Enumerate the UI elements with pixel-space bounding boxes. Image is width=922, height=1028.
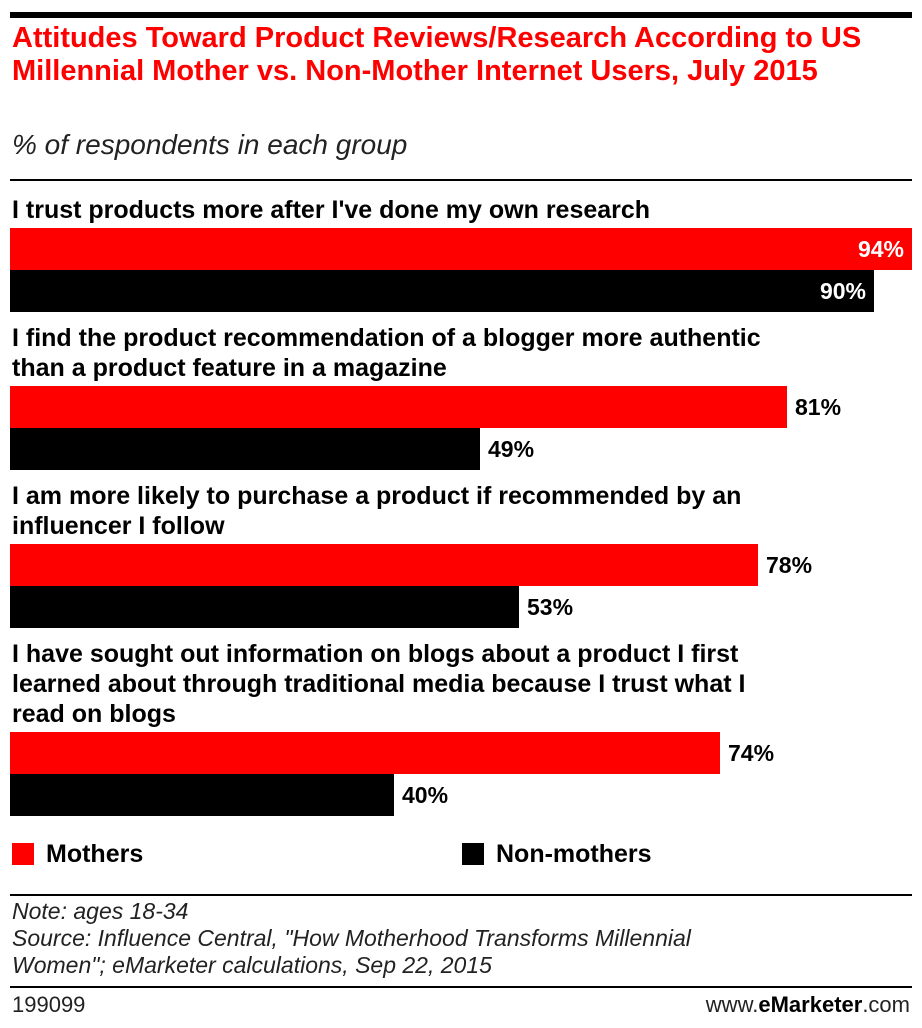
legend-item-non-mothers: Non-mothers xyxy=(462,840,652,868)
category-label: I have sought out information on blogs a… xyxy=(12,640,745,728)
note-text: Note: ages 18-34 xyxy=(12,898,189,924)
data-label: 74% xyxy=(728,740,774,766)
bar-non-mothers xyxy=(10,270,874,312)
chart-subtitle: % of respondents in each group xyxy=(12,129,408,160)
bar-non-mothers xyxy=(10,586,519,628)
bar-non-mothers xyxy=(10,774,394,816)
data-label: 81% xyxy=(795,394,841,420)
bar-chart: I trust products more after I've done my… xyxy=(10,196,912,816)
header-divider xyxy=(10,179,912,181)
source-text-line1: Source: Influence Central, "How Motherho… xyxy=(12,925,691,951)
brand-logo: www.eMarketer.com xyxy=(705,992,910,1017)
data-label: 90% xyxy=(820,278,866,304)
data-label: 40% xyxy=(402,782,448,808)
data-label: 49% xyxy=(488,436,534,462)
data-label: 53% xyxy=(527,594,573,620)
category-label: I trust products more after I've done my… xyxy=(12,196,650,224)
bar-mothers xyxy=(10,732,720,774)
category-group: I am more likely to purchase a product i… xyxy=(10,482,812,628)
bar-non-mothers xyxy=(10,428,480,470)
legend-divider xyxy=(10,894,912,896)
category-group: I trust products more after I've done my… xyxy=(10,196,912,312)
legend-swatch-mothers xyxy=(12,843,34,865)
data-label: 94% xyxy=(858,236,904,262)
chart-title: Attitudes Toward Product Reviews/Researc… xyxy=(12,22,862,87)
category-group: I find the product recommendation of a b… xyxy=(10,324,841,470)
source-text-line2: Women"; eMarketer calculations, Sep 22, … xyxy=(12,952,492,978)
footer-divider xyxy=(10,986,912,988)
category-label: I am more likely to purchase a product i… xyxy=(12,482,741,540)
category-label: I find the product recommendation of a b… xyxy=(12,324,761,382)
legend-item-mothers: Mothers xyxy=(12,840,143,868)
notes-block: Note: ages 18-34 Source: Influence Centr… xyxy=(12,898,892,979)
bar-mothers xyxy=(10,544,758,586)
data-label: 78% xyxy=(766,552,812,578)
top-rule xyxy=(10,12,912,18)
legend-swatch-non-mothers xyxy=(462,843,484,865)
chart-id: 199099 xyxy=(12,992,86,1017)
category-group: I have sought out information on blogs a… xyxy=(10,640,774,816)
bar-mothers xyxy=(10,386,787,428)
legend-label-mothers: Mothers xyxy=(46,840,144,868)
legend-label-non-mothers: Non-mothers xyxy=(496,840,652,868)
bar-mothers xyxy=(10,228,912,270)
